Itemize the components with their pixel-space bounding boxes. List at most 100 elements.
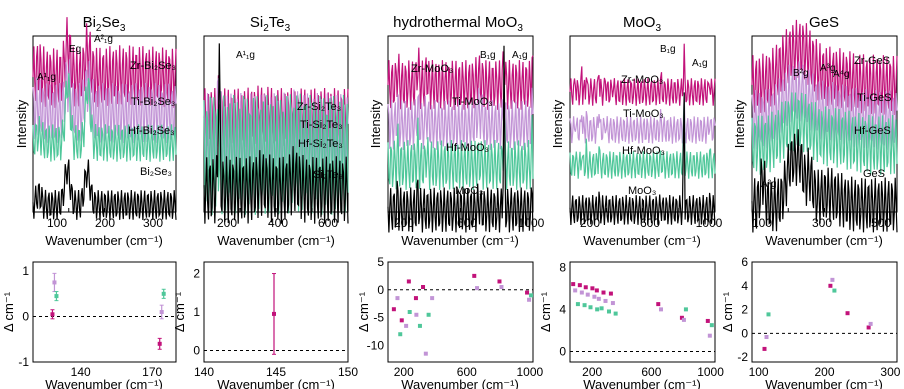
data-point bbox=[399, 318, 404, 323]
data-point bbox=[475, 286, 480, 291]
data-point bbox=[656, 302, 661, 307]
xtick-3-c: 1000 bbox=[518, 216, 545, 230]
shift-frame bbox=[203, 261, 349, 363]
label-si2te3: Si₂Te₃ bbox=[313, 169, 343, 181]
ytick: -10 bbox=[367, 338, 385, 352]
data-point bbox=[866, 325, 871, 330]
peak-label-a1g-1: A¹₁g bbox=[37, 72, 56, 83]
data-point bbox=[707, 333, 712, 338]
label-hf-moo3-h: Hf-MoO₃ bbox=[446, 142, 489, 154]
data-point bbox=[575, 302, 580, 307]
data-point bbox=[596, 296, 601, 301]
label-zr-si2te3: Zr-Si₂Te₃ bbox=[297, 101, 341, 113]
data-point bbox=[705, 318, 710, 323]
data-point bbox=[683, 307, 688, 312]
ylabel-shift: Δ cm⁻¹ bbox=[1, 291, 16, 332]
ytick: -5 bbox=[373, 311, 384, 325]
data-point bbox=[52, 280, 57, 285]
shift-frame bbox=[387, 261, 534, 363]
ytick: 0 bbox=[559, 344, 566, 358]
shift-frame bbox=[32, 261, 177, 363]
ytick: 4 bbox=[741, 279, 748, 293]
data-point bbox=[579, 290, 584, 295]
spectrum-trace bbox=[569, 43, 716, 106]
xlabel-5: Wavenumber (cm⁻¹) bbox=[765, 233, 883, 248]
xtick-5-c: 500 bbox=[871, 216, 891, 230]
xlabel-shift: Wavenumber (cm⁻¹) bbox=[583, 377, 701, 389]
data-point bbox=[573, 288, 578, 293]
xtick: 600 bbox=[641, 365, 661, 379]
panel-title-hydro-moo3: hydrothermal MoO3 bbox=[393, 14, 523, 34]
label-ti-si2te3: Ti-Si₂Te₃ bbox=[300, 119, 343, 131]
spectrum-trace bbox=[32, 73, 177, 162]
ylabel-shift: Δ cm⁻¹ bbox=[720, 291, 735, 332]
data-point bbox=[658, 307, 663, 312]
data-point bbox=[423, 351, 428, 356]
ytick: 6 bbox=[741, 255, 748, 269]
ylabel-intensity-4: Intensity bbox=[550, 99, 565, 148]
panel-title-bi2se3: Bi2Se3 bbox=[83, 14, 126, 34]
xtick-2-b: 400 bbox=[268, 216, 288, 230]
peak-label-a4g: A⁴g bbox=[833, 69, 850, 80]
xtick: 600 bbox=[457, 365, 477, 379]
xtick: 140 bbox=[194, 365, 214, 379]
label-hf-si2te3: Hf-Si₂Te₃ bbox=[298, 138, 343, 150]
ytick: 0 bbox=[22, 310, 29, 324]
label-hf-moo3: Hf-MoO₃ bbox=[622, 145, 665, 157]
label-zr-ges: Zr-GeS bbox=[854, 55, 890, 67]
data-point bbox=[50, 312, 55, 317]
data-point bbox=[417, 323, 422, 328]
data-point bbox=[594, 288, 599, 293]
data-point bbox=[499, 285, 504, 289]
ytick: 5 bbox=[377, 255, 384, 269]
xtick-3-b: 600 bbox=[457, 216, 477, 230]
spectrum-trace bbox=[569, 93, 716, 144]
spectrum-plot-ges bbox=[751, 19, 898, 233]
xtick: 1000 bbox=[516, 365, 543, 379]
xtick-4-c: 1000 bbox=[696, 216, 723, 230]
data-point bbox=[529, 293, 534, 298]
label-ti-moo3-h: Ti-MoO₃ bbox=[452, 96, 493, 108]
data-point bbox=[157, 341, 162, 346]
spectrum-trace bbox=[751, 19, 898, 116]
data-point bbox=[585, 292, 590, 297]
data-point bbox=[595, 307, 600, 312]
label-ti-ges: Ti-GeS bbox=[857, 92, 891, 104]
peak-label-b2g: B²g bbox=[793, 68, 809, 79]
peak-label-a3g: A³g bbox=[820, 63, 836, 74]
data-point bbox=[54, 294, 59, 299]
spectrum-plot-hydro-moo3 bbox=[387, 45, 534, 233]
xlabel-2: Wavenumber (cm⁻¹) bbox=[217, 233, 335, 248]
label-ti-bi2se3: Ti-Bi₂Se₃ bbox=[131, 96, 175, 108]
data-point bbox=[613, 311, 618, 316]
ylabel-intensity-3: Intensity bbox=[368, 99, 383, 148]
data-point bbox=[406, 279, 411, 284]
ylabel-shift: Δ cm⁻¹ bbox=[356, 291, 371, 332]
spectrum-trace bbox=[387, 87, 534, 151]
spectrum-trace bbox=[569, 92, 716, 226]
data-point bbox=[527, 297, 532, 302]
panel-title-ges: GeS bbox=[809, 14, 839, 31]
spectrum-plot-si2te3 bbox=[203, 43, 349, 224]
data-point bbox=[709, 323, 714, 328]
ytick: 2 bbox=[193, 267, 200, 281]
label-zr-bi2se3: Zr-Bi₂Se₃ bbox=[130, 60, 176, 72]
xtick: 140 bbox=[71, 365, 91, 379]
ylabel-intensity-5: Intensity bbox=[732, 99, 747, 148]
label-hf-bi2se3: Hf-Bi₂Se₃ bbox=[128, 125, 175, 137]
data-point bbox=[590, 286, 595, 291]
data-point bbox=[407, 310, 412, 314]
xtick-5-b: 300 bbox=[812, 216, 832, 230]
data-point bbox=[472, 273, 477, 278]
ytick: 1 bbox=[22, 264, 29, 278]
spectrum-trace bbox=[751, 92, 898, 175]
xtick: 170 bbox=[142, 365, 162, 379]
ytick: 1 bbox=[193, 305, 200, 319]
xtick-1-b: 200 bbox=[95, 216, 115, 230]
ytick: 2 bbox=[741, 303, 748, 317]
spectrum-plot-moo3 bbox=[569, 43, 716, 226]
data-point bbox=[588, 305, 593, 310]
ylabel-intensity-1: Intensity bbox=[14, 99, 29, 148]
xlabel-shift: Wavenumber (cm⁻¹) bbox=[45, 377, 163, 389]
ytick: 0 bbox=[741, 326, 748, 340]
